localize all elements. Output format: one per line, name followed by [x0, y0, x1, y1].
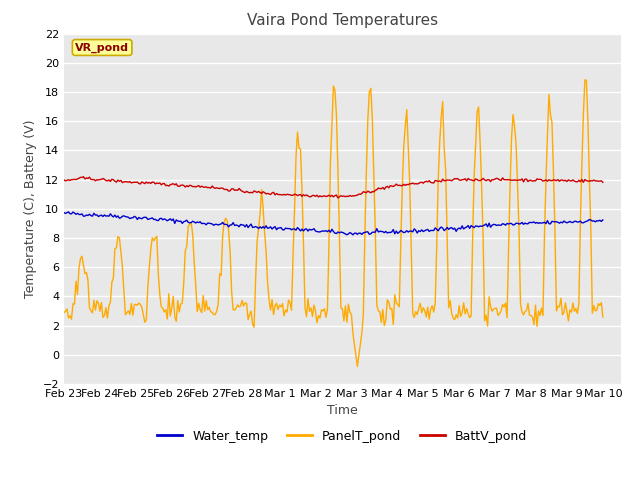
- BattV_pond: [334, 195, 342, 201]
- Water_temp: [162, 217, 170, 223]
- BattV_pond: [75, 175, 83, 181]
- Water_temp: [388, 229, 396, 235]
- Text: VR_pond: VR_pond: [75, 42, 129, 53]
- Water_temp: [400, 230, 408, 236]
- Title: Vaira Pond Temperatures: Vaira Pond Temperatures: [247, 13, 438, 28]
- BattV_pond: [162, 183, 170, 189]
- PanelT_pond: [161, 309, 168, 315]
- Water_temp: [60, 210, 68, 216]
- Y-axis label: Temperature (C), Battery (V): Temperature (C), Battery (V): [24, 120, 37, 298]
- BattV_pond: [370, 189, 378, 195]
- PanelT_pond: [599, 314, 607, 320]
- BattV_pond: [60, 177, 68, 183]
- Legend: Water_temp, PanelT_pond, BattV_pond: Water_temp, PanelT_pond, BattV_pond: [152, 425, 532, 448]
- BattV_pond: [599, 180, 607, 185]
- PanelT_pond: [534, 308, 542, 314]
- PanelT_pond: [399, 185, 406, 191]
- Line: Water_temp: Water_temp: [64, 212, 603, 235]
- BattV_pond: [400, 181, 408, 187]
- BattV_pond: [388, 183, 396, 189]
- Water_temp: [370, 229, 378, 235]
- PanelT_pond: [353, 364, 361, 370]
- Water_temp: [77, 212, 84, 217]
- Line: PanelT_pond: PanelT_pond: [64, 80, 603, 367]
- Water_temp: [599, 217, 607, 223]
- Water_temp: [65, 209, 72, 215]
- Water_temp: [536, 220, 544, 226]
- BattV_pond: [79, 174, 87, 180]
- Water_temp: [349, 232, 356, 238]
- PanelT_pond: [369, 117, 376, 122]
- Line: BattV_pond: BattV_pond: [64, 177, 603, 198]
- X-axis label: Time: Time: [327, 405, 358, 418]
- PanelT_pond: [75, 265, 83, 271]
- BattV_pond: [536, 177, 544, 182]
- PanelT_pond: [60, 310, 68, 315]
- PanelT_pond: [387, 306, 394, 312]
- PanelT_pond: [581, 77, 589, 83]
